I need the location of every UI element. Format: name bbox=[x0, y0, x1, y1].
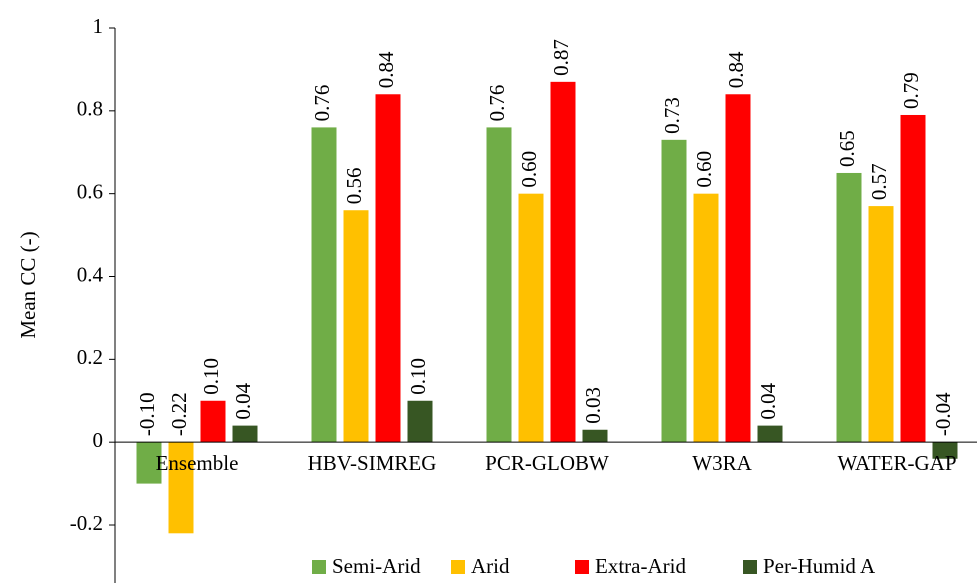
y-tick-label: 0.4 bbox=[77, 262, 104, 286]
bar bbox=[343, 210, 369, 443]
value-label: 0.76 bbox=[310, 85, 334, 122]
y-tick-label: 1 bbox=[93, 14, 104, 38]
bar bbox=[868, 206, 894, 443]
bar bbox=[518, 193, 544, 443]
legend-swatch bbox=[575, 560, 589, 574]
bar bbox=[661, 139, 687, 443]
value-label: 0.84 bbox=[724, 51, 748, 88]
bar bbox=[836, 172, 862, 443]
x-tick-label: PCR-GLOBW bbox=[485, 451, 609, 475]
bar bbox=[232, 425, 258, 443]
bar bbox=[582, 429, 608, 443]
value-label: -0.04 bbox=[931, 392, 955, 436]
bar bbox=[375, 94, 401, 443]
bar bbox=[932, 442, 958, 459]
bar bbox=[725, 94, 751, 443]
x-tick-label: Ensemble bbox=[156, 451, 239, 475]
bar bbox=[900, 114, 926, 443]
value-label: 0.57 bbox=[867, 163, 891, 200]
legend-label: Extra-Arid bbox=[595, 554, 686, 578]
y-tick-label: 0.2 bbox=[77, 345, 103, 369]
x-tick-label: HBV-SIMREG bbox=[308, 451, 437, 475]
value-label: 0.73 bbox=[660, 97, 684, 134]
value-label: -0.22 bbox=[167, 392, 191, 436]
x-tick-label: WATER-GAP bbox=[838, 451, 957, 475]
x-tick-label: W3RA bbox=[692, 451, 752, 475]
legend-swatch bbox=[743, 560, 757, 574]
value-label: 0.60 bbox=[692, 151, 716, 188]
y-tick-label: 0.6 bbox=[77, 179, 103, 203]
value-label: 0.87 bbox=[549, 39, 573, 76]
bar bbox=[168, 442, 194, 534]
value-label: 0.65 bbox=[835, 130, 859, 167]
legend-swatch bbox=[451, 560, 465, 574]
value-label: 0.03 bbox=[581, 387, 605, 424]
bar bbox=[136, 442, 162, 484]
value-label: 0.10 bbox=[406, 358, 430, 395]
value-label: 0.04 bbox=[231, 382, 255, 419]
y-tick-label: 0.8 bbox=[77, 97, 103, 121]
value-label: 0.56 bbox=[342, 167, 366, 204]
value-label: 0.84 bbox=[374, 51, 398, 88]
y-tick-label: 0 bbox=[93, 428, 104, 452]
value-label: 0.60 bbox=[517, 151, 541, 188]
bar bbox=[311, 127, 337, 443]
bar bbox=[486, 127, 512, 443]
value-label: 0.76 bbox=[485, 85, 509, 122]
legend-label: Arid bbox=[471, 554, 510, 578]
legend-swatch bbox=[312, 560, 326, 574]
bar bbox=[757, 425, 783, 443]
bar bbox=[693, 193, 719, 443]
bar bbox=[550, 81, 576, 443]
legend-label: Per-Humid A bbox=[763, 554, 876, 578]
bar bbox=[200, 400, 226, 443]
y-tick-label: -0.2 bbox=[70, 511, 103, 535]
value-label: -0.10 bbox=[135, 392, 159, 436]
value-label: 0.04 bbox=[756, 382, 780, 419]
y-axis-title: Mean CC (-) bbox=[16, 231, 40, 338]
bar bbox=[407, 400, 433, 443]
value-label: 0.79 bbox=[899, 72, 923, 109]
value-label: 0.10 bbox=[199, 358, 223, 395]
legend-label: Semi-Arid bbox=[332, 554, 421, 578]
